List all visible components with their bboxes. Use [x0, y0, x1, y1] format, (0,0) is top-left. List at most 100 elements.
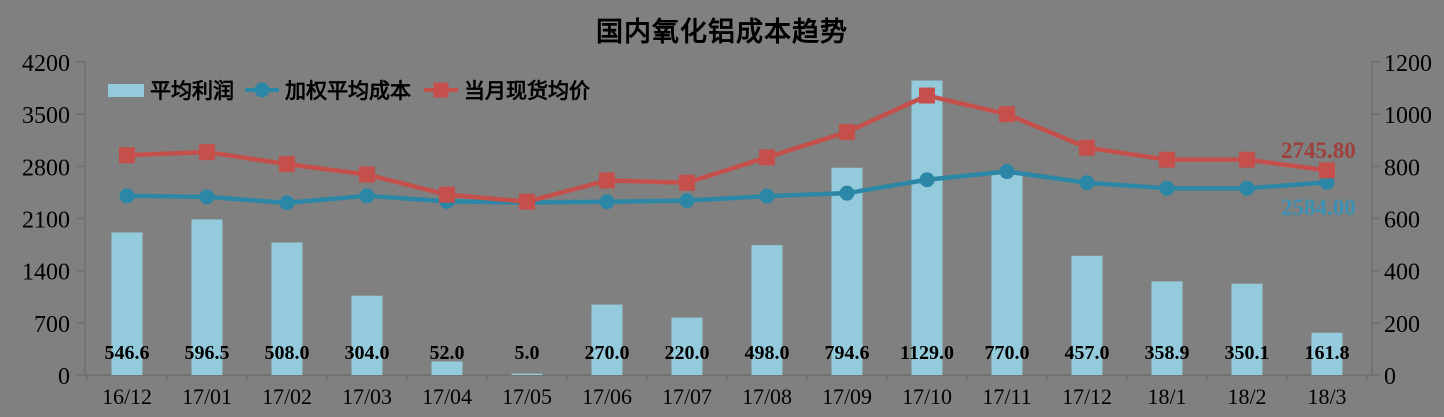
weighted-cost-line — [126, 169, 1328, 206]
circle-marker — [1159, 180, 1175, 196]
end-label-spot-price: 2745.80 — [1281, 138, 1356, 163]
left-axis-tick-label: 1400 — [22, 260, 70, 286]
bar — [751, 245, 783, 375]
circle-marker — [1079, 175, 1095, 191]
circle-marker — [679, 193, 695, 209]
bar — [591, 304, 623, 375]
circle-marker — [1239, 180, 1255, 196]
bar — [191, 219, 223, 375]
bar-value-label: 5.0 — [515, 342, 540, 364]
chart-title: 国内氧化铝成本趋势 — [596, 17, 848, 47]
bar-value-label: 596.5 — [185, 342, 230, 364]
square-marker — [999, 106, 1015, 123]
spot-price-line — [126, 93, 1328, 204]
right-axis-tick-label: 0 — [1384, 364, 1396, 390]
x-axis-category-label: 17/04 — [422, 384, 472, 409]
circle-marker — [199, 189, 215, 205]
bar — [1311, 332, 1343, 375]
x-axis-category-label: 17/12 — [1062, 384, 1112, 409]
circle-marker — [119, 188, 135, 204]
bar-value-label: 794.6 — [825, 342, 870, 364]
legend-label: 平均利润 — [150, 79, 234, 103]
legend-item-spot-average-price: 当月现货均价 — [424, 78, 590, 103]
left-axis-tick-label: 4200 — [22, 51, 70, 77]
bar — [1071, 255, 1103, 375]
bar — [511, 373, 543, 375]
x-axis-category-label: 18/2 — [1227, 384, 1266, 409]
bar — [271, 242, 303, 375]
right-axis-tick-label: 400 — [1384, 260, 1420, 286]
right-axis-tick-label: 1000 — [1384, 103, 1432, 129]
bar-value-label: 304.0 — [345, 342, 390, 364]
legend-item-weighted-average-cost: 加权平均成本 — [245, 78, 411, 103]
x-axis-category-label: 17/02 — [262, 384, 312, 409]
bar-value-label: 161.8 — [1305, 342, 1350, 364]
bar-value-label: 350.1 — [1225, 342, 1270, 364]
square-marker — [1079, 139, 1095, 156]
bar-value-label: 546.6 — [105, 342, 150, 364]
bar-value-label: 1129.0 — [900, 342, 954, 364]
square-marker — [119, 147, 135, 164]
x-axis-category-label: 17/09 — [822, 384, 872, 409]
x-axis-category-label: 16/12 — [102, 384, 152, 409]
x-axis-category-label: 17/07 — [662, 384, 712, 409]
bar — [1151, 281, 1183, 375]
square-marker — [1159, 151, 1175, 168]
circle-marker — [359, 188, 375, 204]
bar — [831, 167, 863, 375]
square-marker — [1239, 151, 1255, 168]
square-marker — [839, 124, 855, 141]
right-axis-tick-label: 1200 — [1384, 51, 1432, 77]
bar — [111, 232, 143, 375]
x-axis-category-label: 17/10 — [902, 384, 952, 409]
bar-swatch — [108, 83, 144, 97]
circle-marker — [599, 194, 615, 210]
x-axis-category-label: 17/11 — [982, 384, 1031, 409]
circle-marker — [919, 172, 935, 188]
right-axis-tick-label: 200 — [1384, 312, 1420, 338]
square-marker — [439, 186, 455, 203]
bar-value-label: 52.0 — [430, 342, 465, 364]
x-axis-category-label: 18/1 — [1147, 384, 1186, 409]
bar-value-label: 457.0 — [1065, 342, 1110, 364]
left-axis-tick-label: 3500 — [22, 103, 70, 129]
line-square-swatch — [424, 82, 458, 98]
right-axis-tick-label: 800 — [1384, 155, 1420, 181]
x-axis-category-label: 17/05 — [502, 384, 552, 409]
left-axis-tick-label: 0 — [58, 364, 70, 390]
end-label-weighted-cost: 2584.00 — [1281, 195, 1356, 220]
bar-value-label: 498.0 — [745, 342, 790, 364]
right-axis-tick-label: 600 — [1384, 208, 1420, 234]
bar-value-label: 508.0 — [265, 342, 310, 364]
square-marker — [279, 156, 295, 173]
square-marker — [359, 166, 375, 183]
x-axis-category-label: 17/03 — [342, 384, 392, 409]
bar — [351, 295, 383, 375]
square-marker — [1319, 162, 1335, 179]
bar-value-label: 358.9 — [1145, 342, 1190, 364]
square-marker-icon — [433, 82, 449, 98]
x-axis-category-label: 17/08 — [742, 384, 792, 409]
left-axis-tick-label: 700 — [34, 312, 70, 338]
x-axis-category-label: 18/3 — [1307, 384, 1346, 409]
bar — [1231, 283, 1263, 375]
bar-value-label: 220.0 — [665, 342, 710, 364]
legend-item-average-profit: 平均利润 — [108, 78, 234, 103]
left-axis-tick-label: 2800 — [22, 155, 70, 181]
bar-value-label: 770.0 — [985, 342, 1030, 364]
line-circle-swatch — [245, 82, 279, 98]
square-marker — [679, 174, 695, 191]
bar — [431, 361, 463, 375]
bar — [911, 80, 943, 375]
left-axis-tick-label: 2100 — [22, 208, 70, 234]
x-axis-category-label: 17/01 — [182, 384, 232, 409]
circle-marker — [759, 188, 775, 204]
square-marker — [919, 87, 935, 104]
circle-marker — [839, 185, 855, 201]
bar — [991, 174, 1023, 375]
square-marker — [199, 144, 215, 161]
circle-marker — [279, 195, 295, 211]
square-marker — [519, 193, 535, 210]
